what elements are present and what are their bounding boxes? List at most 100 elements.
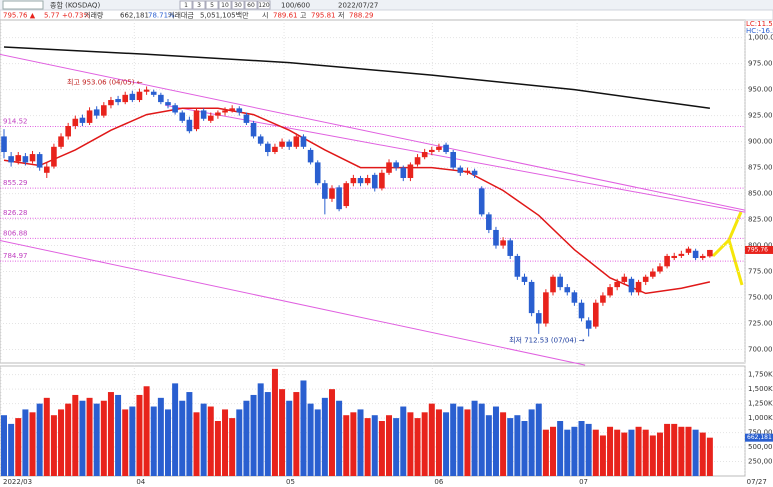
period-button[interactable] xyxy=(218,0,232,10)
volume-bar xyxy=(592,429,599,476)
code-box[interactable] xyxy=(2,0,44,10)
candle-body xyxy=(421,152,428,158)
volume-bar xyxy=(507,418,514,476)
y-tick-label: 800.00 xyxy=(748,242,773,250)
volume-bar xyxy=(393,418,400,476)
period-button[interactable] xyxy=(179,0,193,10)
candle-body xyxy=(93,109,100,116)
volume-bar xyxy=(193,412,200,476)
candle-body xyxy=(521,276,528,282)
volume-bar xyxy=(542,429,549,476)
volume-bar xyxy=(236,409,243,476)
y-tick-label: 1,000.00 xyxy=(748,34,773,42)
candle-body xyxy=(514,255,521,277)
date: 2022/07/27 xyxy=(338,2,378,10)
candle-body xyxy=(286,141,292,147)
price-tag xyxy=(745,245,773,254)
toolbar-bg xyxy=(0,0,773,10)
volume-bar xyxy=(621,432,628,476)
candle-body xyxy=(300,136,307,147)
candle-body xyxy=(578,302,585,319)
volume-bar xyxy=(550,426,557,476)
volume-bar xyxy=(43,397,50,476)
volume-bar xyxy=(678,426,685,476)
candle-body xyxy=(122,94,129,103)
volume-bar xyxy=(478,403,485,476)
x-tick-label: 05 xyxy=(286,478,295,486)
candle-body xyxy=(550,276,556,293)
volume-bar xyxy=(535,403,542,476)
candle-body xyxy=(58,136,64,147)
x-tick-label: 04 xyxy=(136,478,145,486)
candle-body xyxy=(464,170,471,173)
candle-body xyxy=(136,91,143,101)
candle-body xyxy=(379,172,385,189)
candle-body xyxy=(486,214,492,230)
volume-bar xyxy=(207,406,214,476)
volume-bar xyxy=(649,435,656,476)
candle-body xyxy=(336,187,342,210)
volume-bar xyxy=(450,403,457,476)
candle-body xyxy=(443,144,449,153)
candle-body xyxy=(685,248,692,253)
candle-body xyxy=(407,164,414,178)
volume-bar xyxy=(286,400,293,476)
y-tick-label: 850.00 xyxy=(748,190,773,198)
candle-body xyxy=(493,229,499,246)
volume-bar xyxy=(222,409,229,476)
candle-body xyxy=(500,240,506,246)
volume-bar xyxy=(214,421,221,476)
period-button[interactable] xyxy=(192,0,206,10)
level-label: 914.52 xyxy=(3,118,28,126)
y-tick-label: 975.00 xyxy=(748,60,773,68)
volume-bar xyxy=(528,409,535,476)
volume-bar xyxy=(143,386,150,476)
candle-body xyxy=(165,102,171,106)
candle-body xyxy=(314,162,321,184)
high: 795.81 xyxy=(311,12,336,20)
period-button[interactable] xyxy=(257,0,271,10)
period-button[interactable] xyxy=(244,0,258,10)
volume-bar xyxy=(457,406,464,476)
volume-bar xyxy=(414,418,421,476)
volume-bar xyxy=(307,403,314,476)
volume-bar xyxy=(58,409,65,476)
volume-bar xyxy=(492,406,499,476)
candle-body xyxy=(471,170,478,175)
candle-body xyxy=(200,110,207,119)
period-button[interactable] xyxy=(231,0,245,10)
volume-bar xyxy=(271,368,278,476)
candle-body xyxy=(364,177,371,184)
candle-body xyxy=(15,155,22,162)
candle-body xyxy=(272,146,278,153)
volume-bar xyxy=(122,409,129,476)
yellow-mark xyxy=(727,239,744,286)
volume-bar xyxy=(164,409,171,476)
volume-bar xyxy=(336,400,343,476)
volume-bar xyxy=(1,415,7,476)
candle-body xyxy=(322,183,328,199)
low-label: 저 xyxy=(338,11,344,20)
y-tick-label: 750.00 xyxy=(748,294,773,302)
candle-body xyxy=(635,281,642,293)
candle-body xyxy=(650,271,656,277)
y-tick-label: 900.00 xyxy=(748,138,773,146)
volume-bar xyxy=(15,418,22,476)
candle-body xyxy=(72,118,79,127)
candle-body xyxy=(293,136,300,147)
volume-bar xyxy=(36,403,43,476)
period-button[interactable] xyxy=(205,0,219,10)
trend-line xyxy=(0,53,746,211)
candle-body xyxy=(543,292,549,324)
candle-body xyxy=(86,110,93,123)
candle-body xyxy=(1,136,7,153)
volume-bar xyxy=(635,426,642,476)
candle-body xyxy=(707,249,713,257)
candle-body xyxy=(250,122,257,137)
volume-bar xyxy=(243,400,250,476)
period-label: 60 xyxy=(247,2,255,9)
candle-body xyxy=(607,287,613,296)
lc: LC:11.57 xyxy=(746,20,773,28)
candle-body xyxy=(429,149,435,153)
